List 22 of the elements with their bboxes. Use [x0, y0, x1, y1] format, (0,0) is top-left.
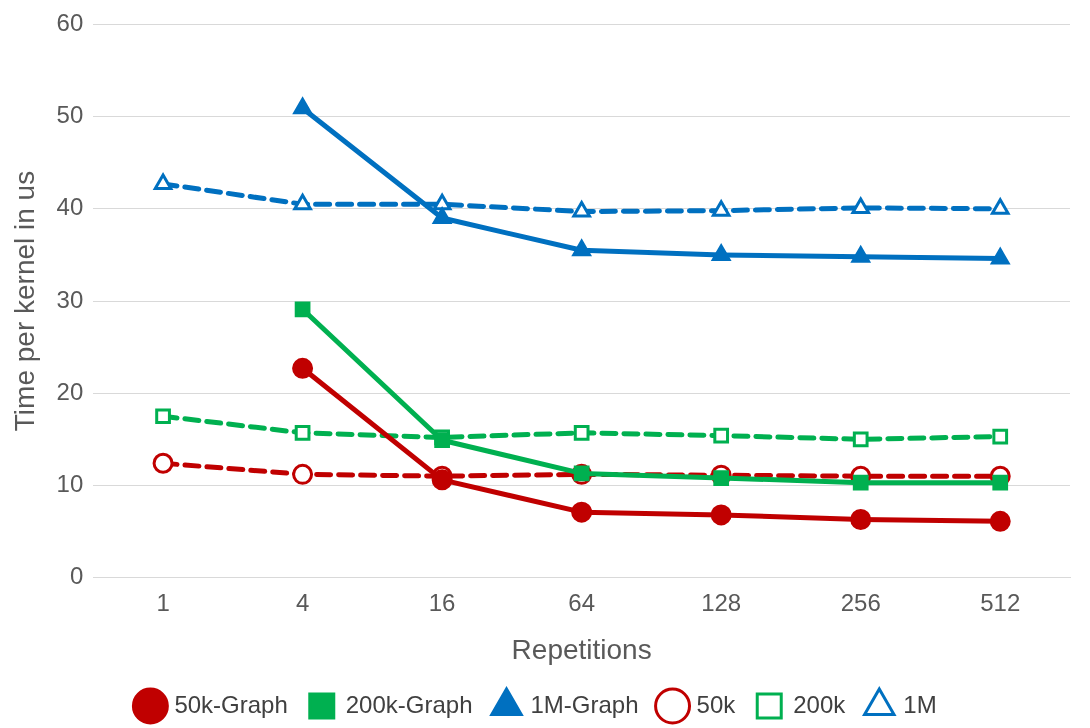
legend-label: 1M — [903, 690, 937, 718]
legend-label: 1M-Graph — [530, 690, 639, 718]
y-axis-title: Time per kernel in us — [8, 170, 40, 432]
x-tick-label: 128 — [701, 588, 742, 616]
x-tick-label: 16 — [428, 588, 456, 616]
y-tick-label: 10 — [56, 470, 84, 498]
legend-label: 200k-Graph — [345, 690, 473, 718]
y-tick-label: 30 — [56, 285, 84, 313]
y-tick-label: 60 — [56, 9, 84, 37]
y-tick-label: 20 — [56, 377, 84, 405]
y-tick-label: 0 — [69, 562, 84, 590]
x-tick-label: 4 — [295, 588, 310, 616]
y-tick-label: 40 — [56, 193, 84, 221]
x-tick-label: 64 — [568, 588, 595, 616]
y-tick-label: 50 — [56, 101, 84, 129]
x-tick-label: 1 — [156, 588, 170, 616]
legend-label: 50k — [696, 690, 737, 718]
x-axis-title: Repetitions — [511, 633, 652, 665]
legend-label: 200k — [793, 690, 847, 718]
x-tick-label: 256 — [840, 588, 881, 616]
x-tick-label: 512 — [980, 588, 1021, 616]
legend-label: 50k-Graph — [174, 690, 288, 718]
